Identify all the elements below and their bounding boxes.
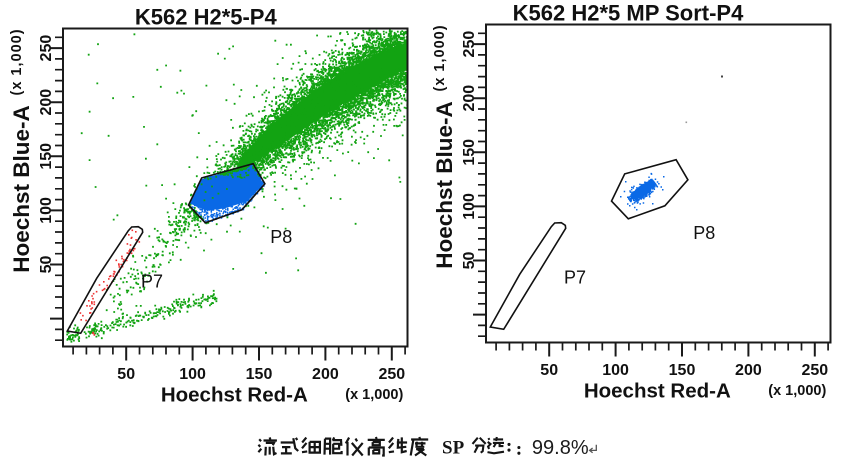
svg-text:200: 200 (312, 366, 339, 383)
svg-text:150: 150 (669, 362, 696, 379)
svg-text:50: 50 (540, 362, 558, 379)
svg-text:250: 250 (38, 35, 55, 62)
svg-text:250: 250 (378, 366, 405, 383)
svg-text:100: 100 (179, 366, 206, 383)
svg-text:P7: P7 (141, 271, 163, 291)
svg-text:P8: P8 (693, 223, 715, 243)
svg-text:(x 1,000): (x 1,000) (9, 28, 25, 95)
svg-text:150: 150 (38, 143, 55, 170)
svg-text:Hoechst Red-A: Hoechst Red-A (161, 384, 308, 407)
svg-text:Hoechst Blue-A: Hoechst Blue-A (432, 101, 457, 269)
svg-text:150: 150 (246, 366, 273, 383)
svg-text:SP: SP (442, 438, 465, 459)
svg-text:200: 200 (735, 362, 762, 379)
svg-text:50: 50 (117, 366, 135, 383)
svg-text:K562 H2*5 MP Sort-P4: K562 H2*5 MP Sort-P4 (513, 0, 744, 25)
svg-text:K562 H2*5-P4: K562 H2*5-P4 (135, 4, 278, 29)
svg-text:100: 100 (602, 362, 629, 379)
svg-text:100: 100 (461, 193, 478, 220)
svg-text:50: 50 (38, 256, 55, 274)
svg-text:150: 150 (461, 139, 478, 166)
svg-text:(x 1,000): (x 1,000) (345, 387, 403, 403)
svg-text:50: 50 (461, 252, 478, 270)
svg-text:Hoechst Blue-A: Hoechst Blue-A (9, 105, 34, 273)
svg-text:P7: P7 (564, 267, 586, 287)
svg-text:99.8%: 99.8% (532, 437, 589, 459)
svg-text:(x 1,000): (x 1,000) (768, 383, 826, 399)
svg-text:100: 100 (38, 197, 55, 224)
svg-text:(x 1,000): (x 1,000) (432, 24, 448, 91)
svg-text:250: 250 (801, 362, 828, 379)
svg-text:200: 200 (38, 89, 55, 116)
svg-text:250: 250 (461, 31, 478, 58)
svg-text:200: 200 (461, 85, 478, 112)
svg-text:P8: P8 (270, 227, 292, 247)
svg-text:Hoechst Red-A: Hoechst Red-A (584, 380, 731, 403)
